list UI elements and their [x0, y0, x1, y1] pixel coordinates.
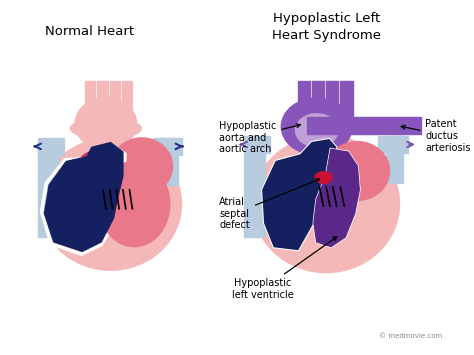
- Bar: [85, 81, 95, 119]
- Text: Patent
ductus
arteriosis: Patent ductus arteriosis: [401, 119, 471, 153]
- Ellipse shape: [111, 138, 173, 195]
- Text: © medmovie.com: © medmovie.com: [379, 333, 443, 339]
- Bar: [386, 136, 403, 183]
- Ellipse shape: [99, 162, 170, 247]
- Bar: [244, 136, 270, 153]
- Text: Atrial
septal
defect: Atrial septal defect: [219, 179, 319, 230]
- Bar: [340, 81, 353, 124]
- Ellipse shape: [40, 138, 182, 270]
- Bar: [244, 138, 265, 237]
- Ellipse shape: [75, 150, 127, 192]
- Text: Hypoplastic
aorta and
aortic arch: Hypoplastic aorta and aortic arch: [219, 121, 301, 154]
- Bar: [307, 117, 421, 134]
- Bar: [312, 81, 324, 124]
- Ellipse shape: [75, 98, 137, 150]
- Ellipse shape: [295, 114, 338, 147]
- Polygon shape: [263, 140, 336, 250]
- Text: Hypoplastic
left ventricle: Hypoplastic left ventricle: [232, 237, 337, 300]
- Ellipse shape: [315, 172, 332, 183]
- Text: Hypoplastic Left
Heart Syndrome: Hypoplastic Left Heart Syndrome: [272, 12, 381, 42]
- Bar: [298, 81, 310, 124]
- Bar: [161, 138, 178, 185]
- Ellipse shape: [253, 136, 400, 273]
- Bar: [378, 136, 409, 153]
- Bar: [38, 143, 59, 237]
- Ellipse shape: [281, 98, 352, 155]
- Bar: [38, 138, 64, 155]
- Text: Normal Heart: Normal Heart: [45, 24, 135, 38]
- Ellipse shape: [385, 118, 413, 133]
- Bar: [97, 81, 108, 119]
- Bar: [153, 138, 182, 155]
- Bar: [122, 81, 132, 119]
- Polygon shape: [314, 149, 359, 247]
- Ellipse shape: [71, 118, 141, 139]
- Ellipse shape: [325, 142, 390, 200]
- Bar: [326, 81, 338, 124]
- Polygon shape: [45, 143, 123, 251]
- Bar: [109, 81, 120, 119]
